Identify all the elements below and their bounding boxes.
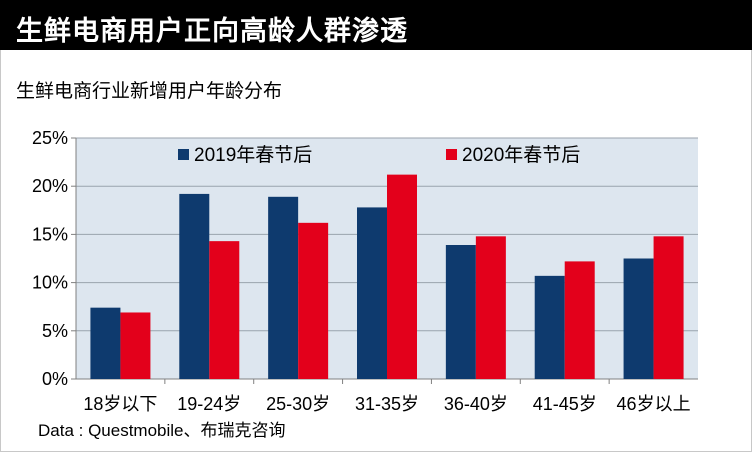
bar-2019	[268, 196, 299, 379]
legend-swatch-2020	[446, 149, 457, 160]
x-tick-label: 18岁以下	[83, 394, 157, 414]
bar-2020	[653, 236, 684, 379]
y-tick-label: 5%	[42, 321, 68, 341]
y-tick-label: 10%	[32, 273, 68, 293]
legend-label-2019: 2019年春节后	[194, 144, 312, 166]
bar-2020	[387, 174, 417, 379]
y-tick-label: 25%	[32, 128, 68, 148]
y-tick-label: 20%	[32, 176, 68, 196]
bar-2019	[90, 307, 121, 379]
y-tick-label: 15%	[32, 224, 68, 244]
bar-2020	[209, 241, 240, 379]
bar-2020	[298, 222, 329, 379]
header-bar: 生鲜电商用户正向高龄人群渗透	[0, 0, 752, 50]
bar-2020	[564, 261, 595, 379]
x-tick-label: 46岁以上	[617, 394, 691, 414]
bar-2020	[120, 312, 151, 379]
data-source: Data : Questmobile、布瑞克咨询	[38, 421, 286, 440]
x-tick-label: 36-40岁	[444, 394, 508, 414]
x-tick-label: 31-35岁	[355, 394, 419, 414]
bar-2019	[357, 207, 387, 379]
y-tick-label: 0%	[42, 369, 68, 389]
bar-2020	[475, 236, 506, 379]
bar-2019	[534, 275, 565, 379]
bar-2019	[623, 258, 654, 379]
bar-2019	[445, 245, 476, 379]
chart-title: 生鲜电商行业新增用户年龄分布	[16, 81, 283, 102]
legend-label-2020: 2020年春节后	[462, 144, 580, 166]
x-tick-label: 25-30岁	[266, 394, 330, 414]
x-tick-label: 41-45岁	[533, 394, 597, 414]
bar-2019	[179, 193, 210, 379]
legend-swatch-2019	[178, 149, 189, 160]
page-title: 生鲜电商用户正向高龄人群渗透	[16, 16, 408, 46]
x-tick-label: 19-24岁	[177, 394, 241, 414]
